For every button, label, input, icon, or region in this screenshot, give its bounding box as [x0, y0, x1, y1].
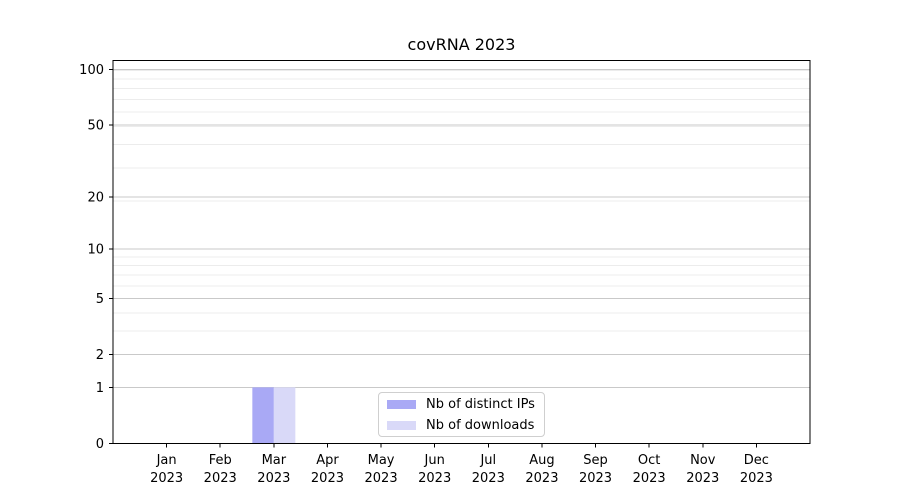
x-tick-label-month: Nov [690, 453, 716, 468]
x-tick-label-month: Feb [209, 453, 232, 468]
x-tick-label-year: 2023 [150, 471, 183, 486]
legend-swatch-downloads [387, 420, 416, 430]
legend-swatch-distinct-ips [387, 399, 416, 409]
y-tick-label: 100 [79, 63, 104, 78]
x-tick-label-year: 2023 [311, 471, 344, 486]
x-tick-label-year: 2023 [525, 471, 558, 486]
y-tick-label: 2 [96, 348, 104, 363]
legend-label-downloads: Nb of downloads [426, 417, 535, 433]
x-tick-label-year: 2023 [365, 471, 398, 486]
bar-mar-series0 [252, 387, 274, 444]
x-tick-label-year: 2023 [579, 471, 612, 486]
chart-title: covRNA 2023 [407, 35, 516, 54]
x-tick-label-year: 2023 [418, 471, 451, 486]
x-tick-label-month: Jul [479, 453, 496, 468]
x-tick-label-year: 2023 [633, 471, 666, 486]
x-tick-label-year: 2023 [740, 471, 773, 486]
y-tick-label: 1 [96, 381, 104, 396]
x-tick-label-month: Apr [316, 453, 339, 468]
x-tick-label-month: Sep [583, 453, 608, 468]
x-tick-label-month: Jan [156, 453, 177, 468]
legend-label-distinct-ips: Nb of distinct IPs [426, 396, 535, 412]
x-tick-label-year: 2023 [257, 471, 290, 486]
plot-border [112, 60, 811, 444]
y-tick-label: 10 [87, 243, 104, 258]
y-tick-label: 5 [96, 292, 104, 307]
x-tick-label-month: Mar [262, 453, 287, 468]
y-tick-label: 0 [96, 437, 104, 452]
x-tick-label-year: 2023 [204, 471, 237, 486]
legend: Nb of distinct IPs Nb of downloads [378, 392, 545, 437]
x-tick-label-month: May [368, 453, 395, 468]
legend-row-downloads: Nb of downloads [387, 416, 544, 435]
bar-mar-series1 [273, 387, 296, 444]
y-tick-label: 50 [87, 118, 104, 133]
y-tick-label: 20 [87, 190, 104, 205]
legend-row-distinct-ips: Nb of distinct IPs [387, 395, 544, 414]
x-tick-label-year: 2023 [686, 471, 719, 486]
x-tick-label-month: Dec [744, 453, 769, 468]
x-tick-label-year: 2023 [472, 471, 505, 486]
x-tick-label-month: Oct [638, 453, 660, 468]
x-tick-label-month: Aug [529, 453, 554, 468]
x-tick-label-month: Jun [424, 453, 445, 468]
